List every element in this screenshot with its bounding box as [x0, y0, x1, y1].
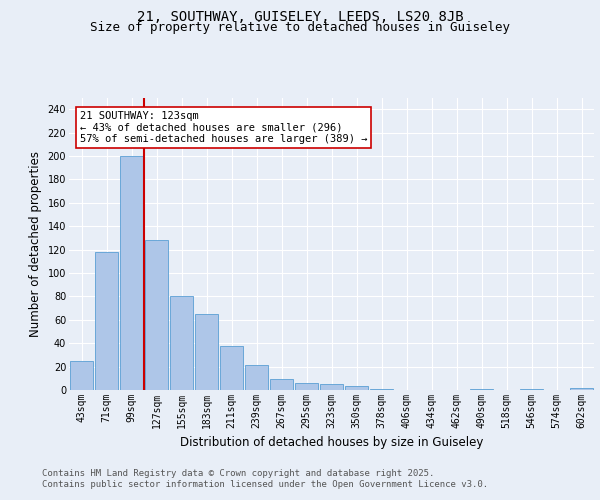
Text: 21, SOUTHWAY, GUISELEY, LEEDS, LS20 8JB: 21, SOUTHWAY, GUISELEY, LEEDS, LS20 8JB [137, 10, 463, 24]
Text: Contains HM Land Registry data © Crown copyright and database right 2025.: Contains HM Land Registry data © Crown c… [42, 469, 434, 478]
Text: Size of property relative to detached houses in Guiseley: Size of property relative to detached ho… [90, 22, 510, 35]
Bar [344, 386, 368, 390]
Bar [320, 384, 343, 390]
Text: Contains public sector information licensed under the Open Government Licence v3: Contains public sector information licen… [42, 480, 488, 489]
Bar [119, 156, 143, 390]
X-axis label: Distribution of detached houses by size in Guiseley: Distribution of detached houses by size … [180, 436, 483, 450]
Bar [170, 296, 193, 390]
Bar [370, 389, 394, 390]
Bar [95, 252, 118, 390]
Bar [269, 380, 293, 390]
Bar [220, 346, 244, 390]
Text: 21 SOUTHWAY: 123sqm
← 43% of detached houses are smaller (296)
57% of semi-detac: 21 SOUTHWAY: 123sqm ← 43% of detached ho… [79, 110, 367, 144]
Bar [245, 366, 268, 390]
Bar [295, 383, 319, 390]
Y-axis label: Number of detached properties: Number of detached properties [29, 151, 42, 337]
Bar [470, 389, 493, 390]
Bar [569, 388, 593, 390]
Bar [70, 361, 94, 390]
Bar [145, 240, 169, 390]
Bar [520, 389, 544, 390]
Bar [194, 314, 218, 390]
